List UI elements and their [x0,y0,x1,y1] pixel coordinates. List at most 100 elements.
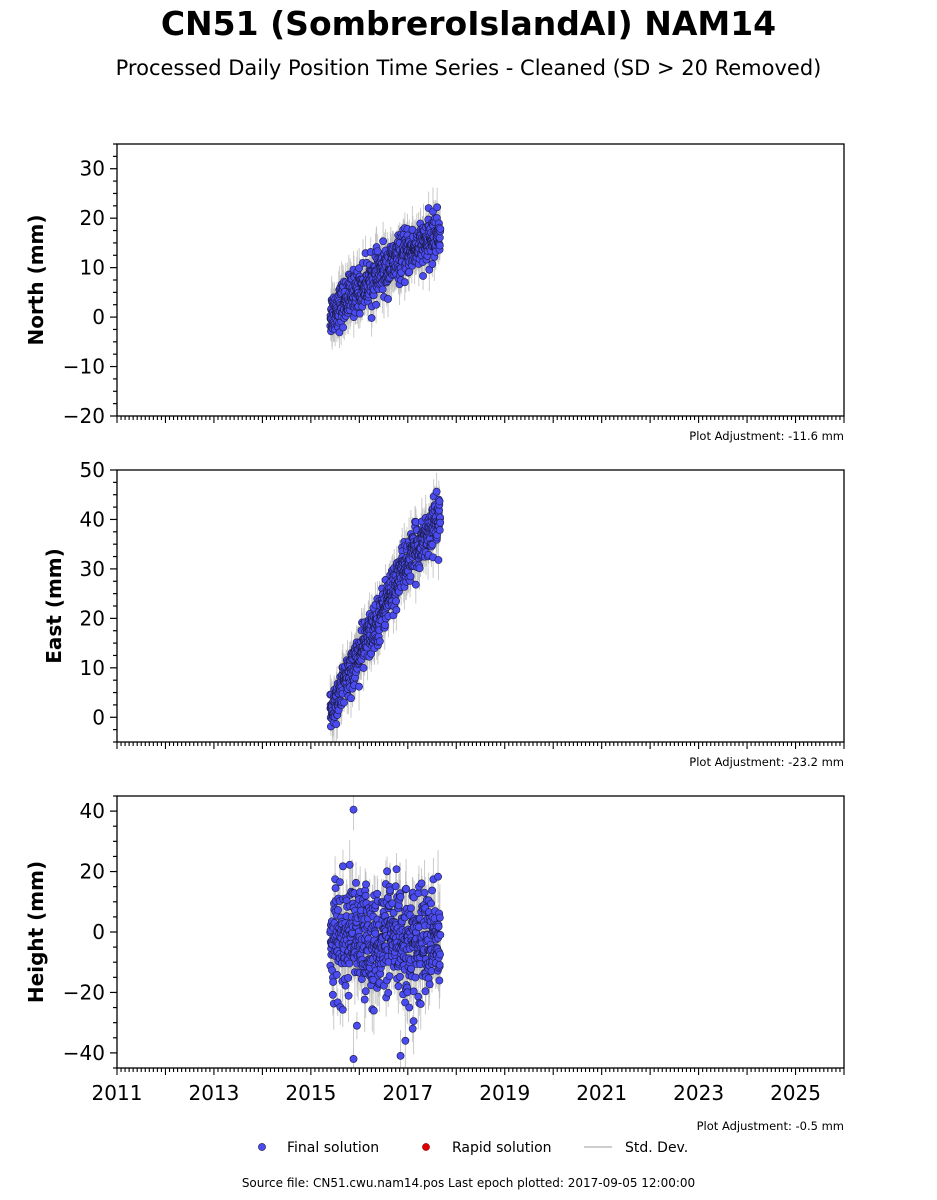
data-point [355,264,364,273]
y-tick-label: 20 [80,860,105,884]
data-point [361,891,370,900]
data-point [401,998,409,1007]
data-point [409,987,418,996]
data-point [436,950,444,959]
plot-adjustment: Plot Adjustment: -23.2 mm [689,755,844,769]
data-point [405,268,414,276]
data-point [383,867,391,876]
data-point [349,1055,358,1063]
data-point [375,637,384,646]
data-point [344,991,353,1000]
plot-frame [116,143,845,417]
y-tick-label: 10 [80,656,105,680]
data-point [408,1024,417,1033]
data-point [340,698,348,707]
data-point [432,487,441,496]
data-point [435,976,444,985]
data-point [341,981,350,990]
y-tick-label: 40 [80,799,105,823]
data-point [367,314,376,322]
y-tick-label: 20 [80,606,105,630]
x-tick-label: 2017 [382,1081,433,1105]
data-point [381,621,389,629]
data-point [409,1017,418,1026]
data-point [434,922,443,931]
x-tick-label: 2025 [770,1081,821,1105]
data-point [345,959,354,968]
data-point [329,978,338,986]
data-point [386,886,394,895]
y-tick-label: −40 [63,1041,105,1065]
source-line: Source file: CN51.cwu.nam14.pos Last epo… [241,1176,696,1190]
data-point [339,862,347,871]
data-point [435,913,444,922]
data-point [328,990,337,999]
data-point [391,882,400,891]
data-point [396,1052,405,1060]
data-point [435,241,444,250]
data-point [435,526,444,534]
panel-1: −20 −10 0 10 20 30 North (mm) Plot Adjustment: … [24,143,845,443]
data-point [394,982,403,991]
panel-2: 0 10 20 30 40 50 East (mm) Plot Adjustment: -23… [42,458,845,769]
data-point [415,564,424,573]
data-point [411,580,420,589]
data-point [371,929,380,938]
data-point [414,992,423,1001]
data-point [436,224,445,233]
data-point [400,278,409,287]
legend: Final solution Rapid solution Std. Dev. [258,1140,688,1156]
data-point [420,888,429,897]
page-subtitle: Processed Daily Position Time Series - C… [115,56,822,80]
data-point [436,930,445,939]
data-point [360,995,369,1004]
data-point [396,892,405,901]
data-point [425,980,434,989]
x-tick-label: 2019 [479,1081,530,1105]
data-point [353,1021,361,1030]
y-axis-label: Height (mm) [24,861,48,1003]
data-point [407,964,416,973]
data-point [411,973,420,982]
data-point [361,987,370,996]
page-title: CN51 (SombreroIslandAI) NAM14 [160,4,777,43]
x-tick-label: 2023 [673,1081,724,1105]
data-points-group [326,472,445,742]
data-point [421,987,430,996]
data-point [338,1005,347,1014]
plot-adjustment: Plot Adjustment: -0.5 mm [697,1119,844,1133]
legend-final-label: Final solution [287,1140,379,1156]
data-point [416,1000,425,1008]
y-tick-label: 50 [80,458,105,482]
panel-3: −40 −20 0 20 40 2011 2013 2015 2017 2019 2021 2023 2… [24,795,845,1133]
data-point [355,682,363,691]
data-point [336,878,344,887]
data-point [434,872,442,881]
data-point [372,300,381,309]
data-point [384,295,392,303]
y-axis-label: North (mm) [24,214,48,345]
data-point [417,879,426,888]
data-point [392,865,401,874]
data-point [435,497,444,506]
data-point [339,323,348,332]
legend-std-label: Std. Dev. [625,1140,688,1156]
y-axis-label: East (mm) [42,548,66,664]
y-tick-label: 20 [80,206,105,230]
data-point [378,285,387,294]
data-point [428,886,437,895]
data-point [373,889,382,898]
data-point [352,878,360,887]
y-tick-label: −20 [63,980,105,1004]
data-point [405,1003,414,1012]
data-point [355,309,364,318]
y-tick-label: 30 [80,157,105,181]
data-point [392,606,401,614]
data-point [407,904,415,913]
data-point [369,1006,378,1015]
data-point [419,272,427,280]
data-point [362,880,370,889]
data-point [428,540,437,549]
legend-final-marker [258,1143,266,1151]
